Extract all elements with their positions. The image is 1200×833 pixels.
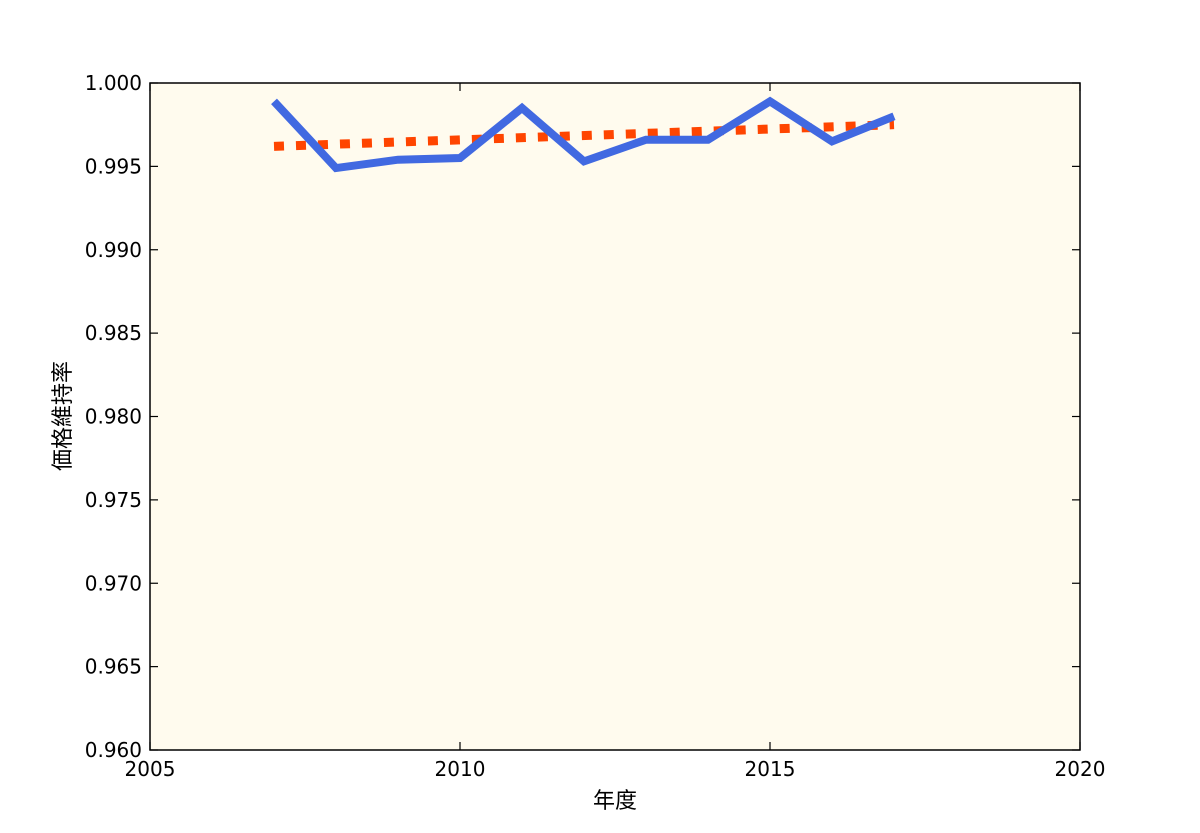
- actual-line: [271, 96, 896, 173]
- plot-area: [150, 83, 1080, 750]
- y-tick-label: 0.975: [85, 488, 142, 512]
- y-tick-label: 0.965: [85, 655, 142, 679]
- y-tick-label: 0.990: [85, 238, 142, 262]
- y-tick-label: 0.995: [85, 154, 142, 178]
- x-axis-label: 年度: [593, 789, 637, 814]
- series-layer: [271, 96, 896, 173]
- x-tick-label: 2020: [1055, 757, 1106, 781]
- y-tick-label: 0.970: [85, 571, 142, 595]
- y-tick-label: 0.985: [85, 321, 142, 345]
- x-axis-ticks: 2005 2010 2015 2020: [125, 83, 1106, 781]
- y-tick-label: 1.000: [85, 71, 142, 95]
- x-tick-label: 2010: [435, 757, 486, 781]
- y-tick-label: 0.980: [85, 405, 142, 429]
- trend-line: [273, 120, 895, 151]
- y-tick-label: 0.960: [85, 738, 142, 762]
- x-tick-label: 2015: [745, 757, 796, 781]
- y-axis-label: 価格維持率: [51, 361, 76, 471]
- y-axis-ticks: 0.960 0.965 0.970 0.975 0.980 0.985 0.990 0.995…: [85, 71, 1080, 762]
- x-tick-label: 2005: [125, 757, 176, 781]
